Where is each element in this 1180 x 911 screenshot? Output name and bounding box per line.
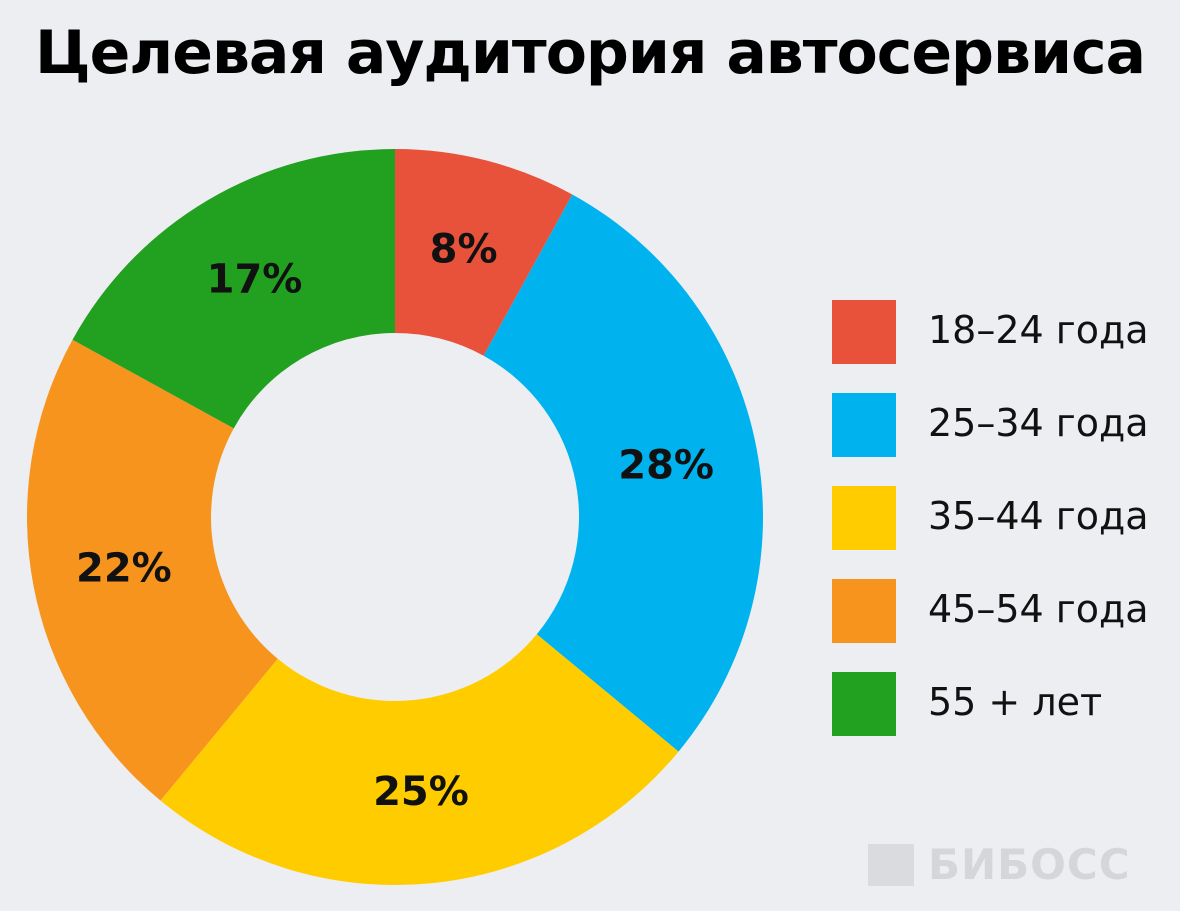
donut-slice-5 xyxy=(72,148,396,429)
legend-item-1: 18–24 года xyxy=(832,300,1172,364)
watermark-logo-icon xyxy=(868,844,914,886)
legend-item-2: 25–34 года xyxy=(832,393,1172,457)
legend-item-5: 55 + лет xyxy=(832,672,1172,736)
legend-swatch-4 xyxy=(832,579,896,643)
legend-item-3: 35–44 года xyxy=(832,486,1172,550)
slice-label-2: 28% xyxy=(618,442,714,488)
watermark-text: БИБОСС xyxy=(928,840,1131,889)
slice-label-4: 22% xyxy=(76,546,172,592)
slice-label-1: 8% xyxy=(430,227,498,273)
donut-slice-3 xyxy=(160,634,679,886)
legend-label-4: 45–54 года xyxy=(928,587,1149,631)
legend-label-1: 18–24 года xyxy=(928,308,1149,352)
legend-swatch-1 xyxy=(832,300,896,364)
donut-slice-1 xyxy=(395,149,573,356)
slice-label-5: 17% xyxy=(207,256,303,302)
legend-label-3: 35–44 года xyxy=(928,494,1149,538)
donut-slice-4 xyxy=(27,339,278,801)
legend-swatch-2 xyxy=(832,393,896,457)
legend-label-5: 55 + лет xyxy=(928,680,1103,724)
slice-label-3: 25% xyxy=(373,769,469,815)
legend-swatch-3 xyxy=(832,486,896,550)
donut-slices xyxy=(27,148,763,886)
donut-slice-labels: 8% 28% 25% 22% 17% xyxy=(76,227,714,815)
legend-item-4: 45–54 года xyxy=(832,579,1172,643)
chart-title: Целевая аудитория автосервиса xyxy=(34,18,1146,88)
legend-swatch-5 xyxy=(832,672,896,736)
legend-label-2: 25–34 года xyxy=(928,401,1149,445)
donut-slice-2 xyxy=(483,194,763,752)
